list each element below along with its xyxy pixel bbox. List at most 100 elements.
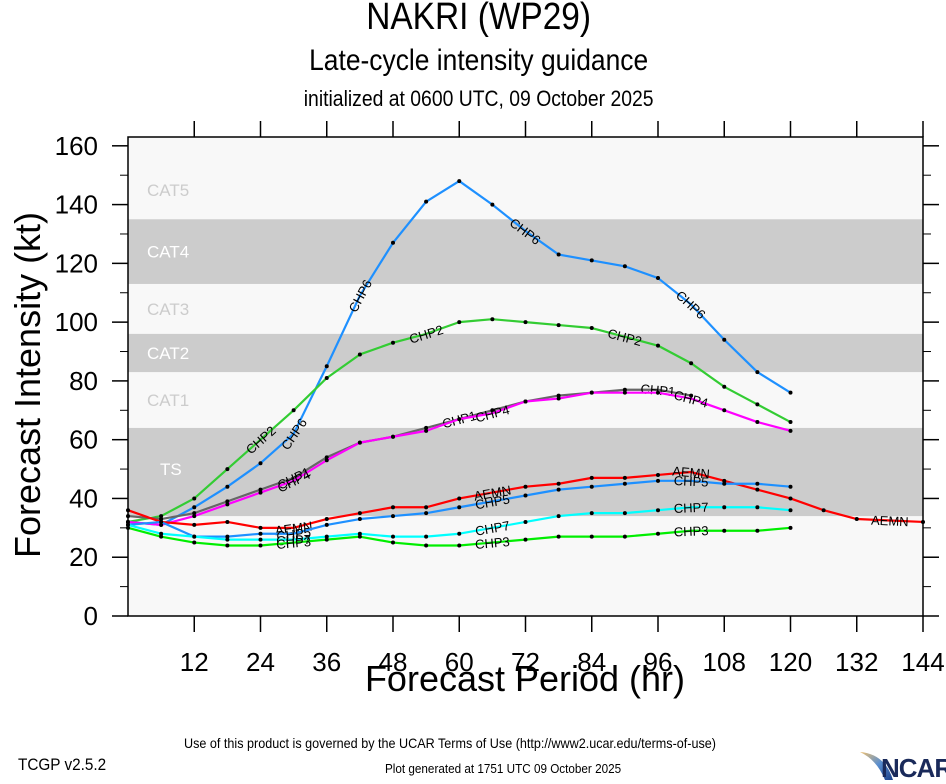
x-tick-label: 96 — [644, 647, 673, 677]
data-point — [656, 472, 660, 477]
ncar-logo: NCAR — [855, 750, 946, 783]
data-point — [821, 508, 826, 513]
y-tick-label: 120 — [55, 248, 98, 278]
data-point — [523, 320, 528, 325]
data-point — [424, 425, 429, 430]
data-point — [225, 519, 230, 524]
data-point — [589, 475, 594, 480]
generated-time: Plot generated at 1751 UTC 09 October 20… — [385, 761, 622, 776]
data-point — [324, 534, 329, 539]
series-label: CHP7 — [673, 500, 708, 517]
data-point — [225, 499, 230, 504]
data-point — [357, 534, 362, 539]
version-label: TCGP v2.5.2 — [18, 755, 107, 774]
data-point — [656, 508, 660, 513]
data-point — [490, 317, 495, 322]
data-point — [258, 531, 263, 536]
data-point — [622, 475, 627, 480]
data-point — [589, 484, 594, 489]
data-point — [556, 393, 561, 398]
band-label-ts: TS — [160, 460, 182, 479]
data-point — [556, 481, 561, 486]
x-tick-label: 48 — [379, 647, 408, 677]
series-label: AEMN — [672, 463, 711, 481]
data-point — [556, 396, 561, 401]
data-point — [589, 326, 594, 331]
data-point — [457, 320, 462, 325]
terms-of-use: Use of this product is governed by the U… — [184, 735, 716, 751]
data-point — [656, 531, 660, 536]
y-tick-label: 140 — [55, 190, 98, 220]
band-cat2 — [128, 333, 923, 373]
x-tick-label: 60 — [445, 647, 474, 677]
data-point — [722, 478, 727, 483]
data-point — [589, 258, 594, 263]
data-point — [788, 428, 793, 433]
data-point — [391, 434, 395, 439]
data-point — [788, 484, 793, 489]
x-tick-label: 144 — [901, 647, 944, 677]
data-point — [324, 537, 329, 542]
x-tick-label: 72 — [511, 647, 540, 677]
band-label-cat2: CAT2 — [147, 344, 189, 363]
data-point — [357, 517, 362, 522]
data-point — [556, 534, 561, 539]
data-point — [192, 496, 197, 501]
chart-subtitle: Late-cycle intensity guidance — [309, 44, 649, 77]
data-point — [258, 543, 263, 548]
data-point — [722, 505, 727, 510]
data-point — [556, 252, 561, 257]
series-label: CHP7 — [474, 518, 511, 539]
x-tick-label: 12 — [180, 647, 209, 677]
data-point — [622, 390, 627, 395]
data-point — [159, 534, 164, 539]
data-point — [622, 511, 627, 516]
data-point — [457, 543, 462, 548]
x-axis-label: Forecast Period (hr) — [365, 658, 685, 699]
data-point — [391, 240, 395, 245]
band-label-cat5: CAT5 — [147, 181, 189, 200]
x-tick-label: 84 — [577, 647, 606, 677]
data-point — [523, 537, 528, 542]
axes: 0 20 40 60 80 100 120 140 160 12 24 36 48 60 72 84 96 108… — [55, 121, 945, 677]
data-point — [258, 490, 263, 495]
data-point — [424, 534, 429, 539]
data-point — [225, 537, 230, 542]
data-point — [523, 493, 528, 498]
y-tick-label: 60 — [69, 425, 98, 455]
data-point — [788, 420, 793, 425]
y-tick-label: 100 — [55, 307, 98, 337]
data-point — [755, 487, 760, 492]
band-label-cat1: CAT1 — [147, 391, 189, 410]
band-label-cat4: CAT4 — [147, 243, 189, 262]
data-point — [159, 519, 164, 524]
data-point — [755, 370, 760, 375]
series-label: CHP3 — [474, 534, 510, 552]
data-point — [324, 522, 329, 527]
data-point — [225, 467, 230, 472]
data-point — [192, 540, 197, 545]
data-point — [556, 487, 561, 492]
data-point — [391, 514, 395, 519]
data-point — [357, 531, 362, 536]
data-point — [324, 375, 329, 380]
data-point — [159, 517, 164, 522]
x-tick-label: 132 — [835, 647, 878, 677]
data-point — [622, 264, 627, 269]
data-point — [689, 361, 694, 366]
chart-title: NAKRI (WP29) — [366, 0, 592, 38]
data-point — [457, 417, 462, 422]
series-label: CHP5 — [673, 473, 708, 490]
data-point — [159, 514, 164, 519]
data-point — [755, 402, 760, 407]
data-point — [291, 408, 296, 413]
data-point — [490, 202, 495, 207]
data-point — [523, 399, 528, 404]
ncar-swoosh-icon — [860, 752, 893, 780]
y-axis-label: Forecast Intensity (kt) — [7, 212, 48, 558]
data-point — [457, 496, 462, 501]
